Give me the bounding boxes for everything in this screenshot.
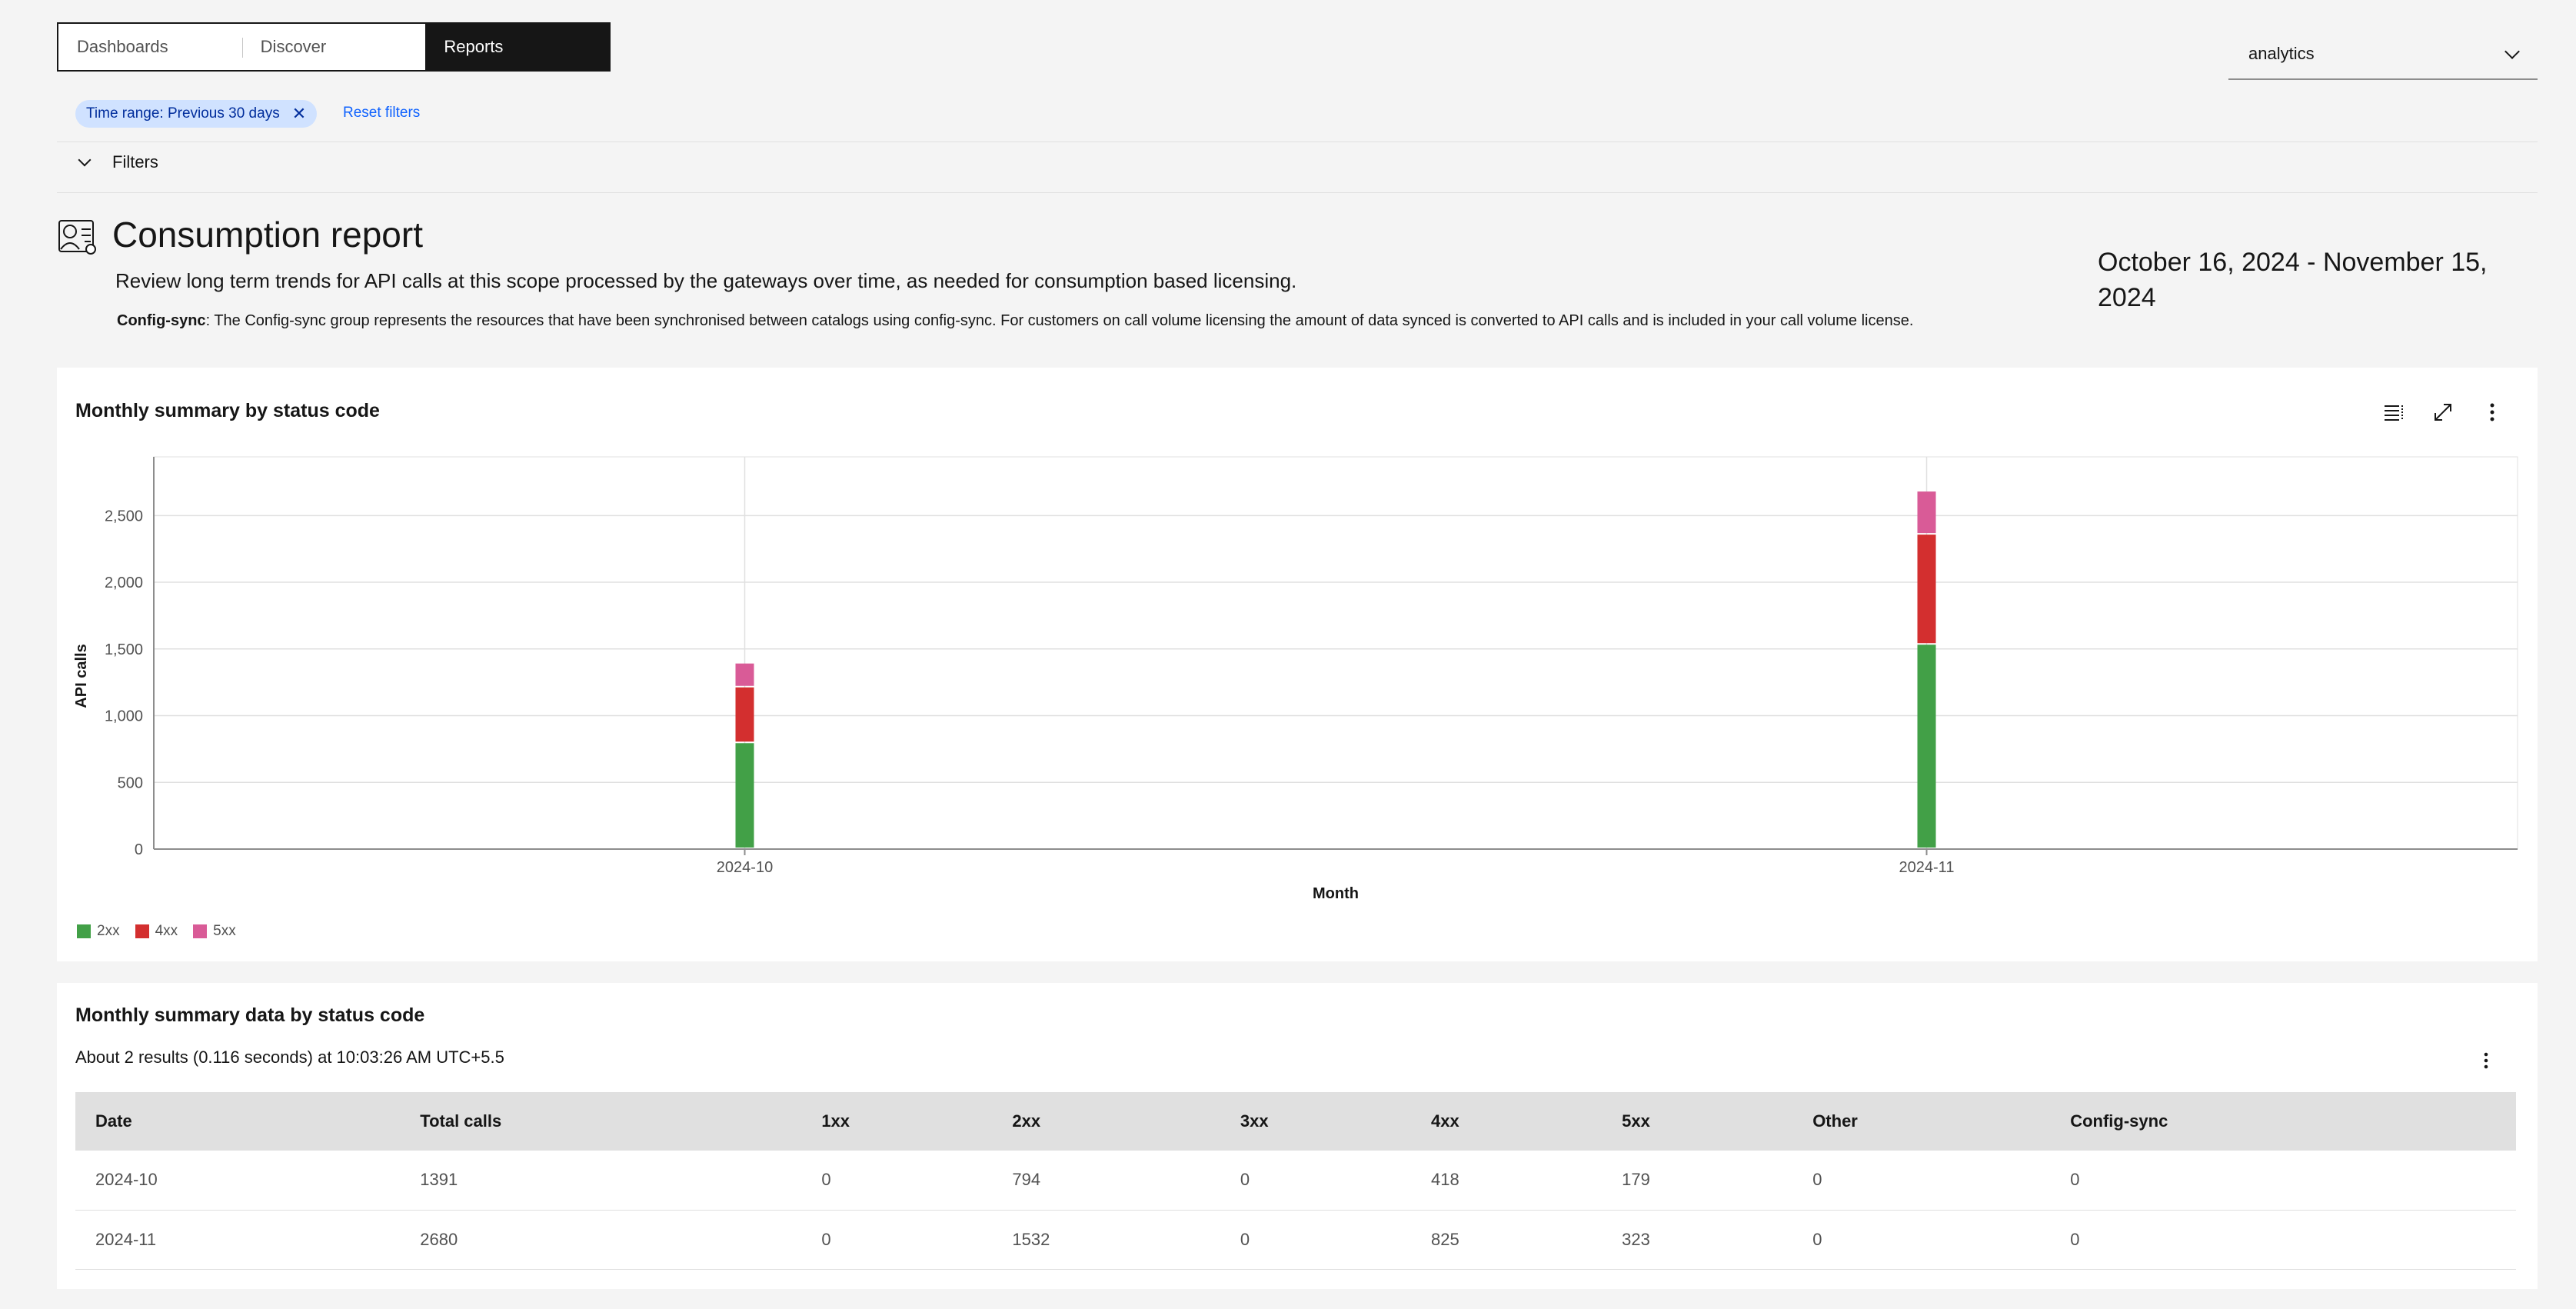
results-meta: About 2 results (0.116 seconds) at 10:03… [75, 1048, 504, 1067]
bar-5xx-2024-10 [735, 663, 754, 686]
tab-label: Reports [444, 37, 504, 56]
chevron-down-icon [2504, 44, 2520, 59]
table-cell: 418 [1411, 1151, 1603, 1211]
column-header: Config-sync [2050, 1092, 2516, 1151]
y-tick-label: 0 [135, 841, 143, 858]
close-icon[interactable]: ✕ [291, 104, 307, 123]
page-title: Consumption report [112, 215, 423, 255]
legend-label: 5xx [213, 923, 236, 939]
table-header-row: Date Total calls 1xx 2xx 3xx 4xx 5xx Other Confi… [75, 1092, 2516, 1151]
table-cell: 0 [2050, 1210, 2516, 1270]
table-row: 2024-10 1391 0 794 0 418 179 0 0 [75, 1151, 2516, 1211]
legend-label: 2xx [97, 923, 120, 939]
filters-label: Filters [112, 152, 158, 172]
legend-swatch [193, 924, 208, 938]
column-header: Total calls [400, 1092, 802, 1151]
table-cell: 0 [1220, 1210, 1411, 1270]
tab-dashboards[interactable]: Dashboards [58, 24, 242, 70]
report-icon [58, 220, 96, 255]
column-header: 2xx [992, 1092, 1220, 1151]
table-card-title: Monthly summary data by status code [75, 1004, 425, 1026]
reset-filters-link[interactable]: Reset filters [343, 105, 421, 121]
y-tick-label: 2,000 [105, 575, 143, 591]
x-tick-label: 2024-11 [1899, 859, 1955, 876]
legend-item-2xx[interactable]: 2xx [77, 923, 120, 940]
tab-discover[interactable]: Discover [241, 24, 426, 70]
table-cell: 0 [801, 1210, 993, 1270]
table-cell: 179 [1602, 1151, 1793, 1211]
table-cell: 794 [992, 1151, 1220, 1211]
table-cell: 1532 [992, 1210, 1220, 1270]
tab-reports[interactable]: Reports [425, 24, 610, 70]
table-cell: 2024-11 [75, 1210, 401, 1270]
chart-card-title: Monthly summary by status code [75, 400, 380, 421]
filters-toggle[interactable]: Filters [75, 152, 158, 172]
y-tick-label: 2,500 [105, 508, 143, 525]
table-cell: 0 [1220, 1151, 1411, 1211]
column-header: 5xx [1602, 1092, 1793, 1151]
y-tick-label: 500 [118, 774, 143, 791]
table-row: 2024-11 2680 0 1532 0 825 323 0 0 [75, 1210, 2516, 1270]
table-cell: 2680 [400, 1210, 802, 1270]
bar-2xx-2024-11 [1917, 645, 1936, 848]
column-header: Other [1792, 1092, 2051, 1151]
legend-item-4xx[interactable]: 4xx [135, 923, 178, 940]
overflow-menu-icon[interactable] [2473, 1048, 2499, 1074]
view-tabs: Dashboards Discover Reports [57, 22, 611, 72]
legend-swatch [77, 924, 91, 938]
chart-card [57, 368, 2538, 961]
column-header: 4xx [1411, 1092, 1603, 1151]
table-cell: 0 [801, 1151, 993, 1211]
table-cell: 323 [1602, 1210, 1793, 1270]
scope-select-value: analytics [2248, 44, 2315, 63]
overflow-menu-icon[interactable] [2479, 399, 2505, 425]
x-axis-title: Month [1313, 885, 1359, 902]
config-sync-note: Config-sync: The Config-sync group repre… [117, 312, 2055, 329]
expand-icon[interactable] [2430, 399, 2456, 425]
table-cell: 0 [2050, 1151, 2516, 1211]
filter-tag-label: Time range: Previous 30 days [86, 105, 280, 122]
legend-item-5xx[interactable]: 5xx [193, 923, 236, 940]
page-description: Review long term trends for API calls at… [115, 269, 1297, 292]
table-cell: 0 [1792, 1210, 2051, 1270]
table-cell: 1391 [400, 1151, 802, 1211]
time-range-filter-tag: Time range: Previous 30 days ✕ [75, 100, 318, 128]
divider [57, 192, 2538, 193]
stacked-bar-chart: 0 500 1,000 1,500 2,000 2,500 2024-10 2024-11 Mo… [73, 456, 2518, 902]
table-cell: 0 [1792, 1151, 2051, 1211]
x-tick-label: 2024-10 [717, 859, 773, 876]
bar-5xx-2024-11 [1917, 491, 1936, 534]
bar-2xx-2024-10 [735, 743, 754, 848]
config-sync-label: Config-sync [117, 312, 206, 329]
tab-label: Discover [260, 37, 327, 56]
y-axis-title: API calls [73, 644, 90, 708]
column-header: Date [75, 1092, 401, 1151]
y-tick-label: 1,000 [105, 708, 143, 725]
table-view-icon[interactable] [2381, 399, 2407, 425]
chart-legend: 2xx 4xx 5xx [77, 923, 236, 940]
column-header: 1xx [801, 1092, 993, 1151]
chevron-down-icon [78, 153, 92, 167]
table-cell: 2024-10 [75, 1151, 401, 1211]
summary-table: Date Total calls 1xx 2xx 3xx 4xx 5xx Other Confi… [75, 1092, 2516, 1270]
table-cell: 825 [1411, 1210, 1603, 1270]
legend-label: 4xx [155, 923, 178, 939]
scope-select[interactable]: analytics [2228, 29, 2538, 80]
column-header: 3xx [1220, 1092, 1411, 1151]
config-sync-text: : The Config-sync group represents the r… [205, 312, 1914, 329]
bar-4xx-2024-11 [1917, 535, 1936, 644]
bar-4xx-2024-10 [735, 687, 754, 742]
y-tick-label: 1,500 [105, 641, 143, 658]
legend-swatch [135, 924, 149, 938]
date-range: October 16, 2024 - November 15, 2024 [2098, 248, 2488, 312]
tab-label: Dashboards [77, 37, 168, 56]
